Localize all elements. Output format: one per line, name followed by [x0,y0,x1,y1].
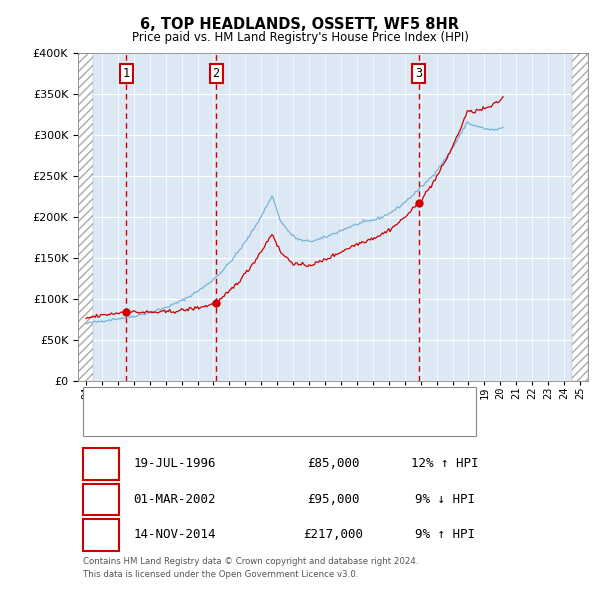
FancyBboxPatch shape [83,484,119,515]
Text: 1: 1 [97,457,105,470]
Text: 6, TOP HEADLANDS, OSSETT, WF5 8HR: 6, TOP HEADLANDS, OSSETT, WF5 8HR [140,18,460,32]
Text: 2: 2 [97,493,105,506]
FancyBboxPatch shape [83,448,119,480]
Bar [78,53,92,381]
Text: 9% ↑ HPI: 9% ↑ HPI [415,529,475,542]
Bar [572,53,588,381]
Text: £217,000: £217,000 [303,529,363,542]
FancyBboxPatch shape [83,387,476,437]
Text: Price paid vs. HM Land Registry's House Price Index (HPI): Price paid vs. HM Land Registry's House … [131,31,469,44]
Text: 6, TOP HEADLANDS, OSSETT, WF5 8HR (detached house): 6, TOP HEADLANDS, OSSETT, WF5 8HR (detac… [137,397,456,407]
Text: This data is licensed under the Open Government Licence v3.0.: This data is licensed under the Open Gov… [83,570,358,579]
Text: 9% ↓ HPI: 9% ↓ HPI [415,493,475,506]
Text: HPI: Average price, detached house, Wakefield: HPI: Average price, detached house, Wake… [137,421,397,431]
Text: 2: 2 [212,67,220,80]
Text: 12% ↑ HPI: 12% ↑ HPI [412,457,479,470]
FancyBboxPatch shape [83,519,119,550]
Text: £85,000: £85,000 [307,457,359,470]
Text: 3: 3 [415,67,422,80]
Text: Contains HM Land Registry data © Crown copyright and database right 2024.: Contains HM Land Registry data © Crown c… [83,557,419,566]
Text: £95,000: £95,000 [307,493,359,506]
Text: 3: 3 [97,529,105,542]
Text: 19-JUL-1996: 19-JUL-1996 [134,457,216,470]
Text: 01-MAR-2002: 01-MAR-2002 [134,493,216,506]
Text: 1: 1 [123,67,130,80]
Text: 14-NOV-2014: 14-NOV-2014 [134,529,216,542]
